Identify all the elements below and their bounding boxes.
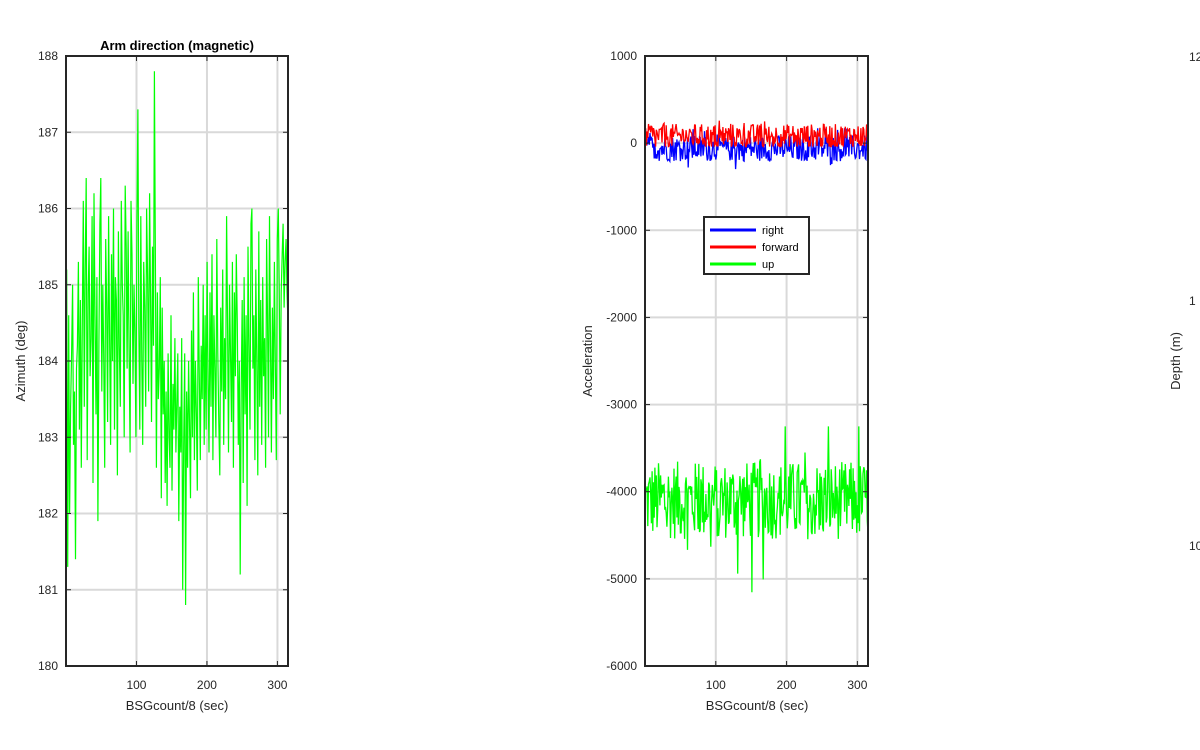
azimuth-chart-title: Arm direction (magnetic) (100, 38, 254, 53)
azimuth-chart-ylabel: Azimuth (deg) (13, 321, 28, 402)
depth-ytick-fragment-mid: 1 (1189, 294, 1196, 308)
acceleration-ytick-label: -5000 (606, 572, 637, 586)
azimuth-ytick-label: 180 (38, 659, 58, 673)
azimuth-chart-grid (66, 56, 288, 666)
legend-label-right: right (762, 225, 783, 237)
acceleration-series-up (645, 426, 869, 593)
azimuth-chart-xlabel: BSGcount/8 (sec) (126, 698, 229, 713)
acceleration-chart: 100 200 300 -6000 -5000 -4000 -3000 -2000 -1000 0… (580, 49, 869, 713)
azimuth-chart-series (66, 71, 289, 606)
acceleration-ytick-label: -6000 (606, 659, 637, 673)
azimuth-ytick-label: 186 (38, 202, 58, 216)
acceleration-chart-xlabel: BSGcount/8 (sec) (706, 698, 809, 713)
azimuth-ytick-label: 188 (38, 49, 58, 63)
acceleration-chart-ylabel: Acceleration (580, 325, 595, 397)
azimuth-chart-ticks: 100 200 300 180 181 182 183 184 185 186 187 188 (38, 49, 288, 692)
acceleration-ytick-label: -4000 (606, 485, 637, 499)
azimuth-ytick-label: 183 (38, 430, 58, 444)
depth-chart-ylabel: Depth (m) (1168, 332, 1183, 390)
acceleration-series-forward (645, 120, 869, 148)
azimuth-xtick-label: 200 (197, 678, 217, 692)
azimuth-ytick-label: 187 (38, 125, 58, 139)
acceleration-chart-series (645, 120, 869, 593)
azimuth-xtick-label: 100 (126, 678, 146, 692)
azimuth-ytick-label: 181 (38, 583, 58, 597)
legend-label-forward: forward (762, 242, 799, 254)
depth-ytick-fragment-bottom: 10 (1189, 539, 1200, 553)
azimuth-ytick-label: 182 (38, 507, 58, 521)
acceleration-ytick-label: -3000 (606, 398, 637, 412)
acceleration-xtick-label: 100 (706, 678, 726, 692)
acceleration-chart-frame (644, 55, 869, 667)
acceleration-ytick-label: -2000 (606, 310, 637, 324)
acceleration-chart-ticks: 100 200 300 -6000 -5000 -4000 -3000 -2000 -1000 0… (606, 49, 868, 692)
acceleration-series-right (645, 128, 869, 170)
legend-label-up: up (762, 259, 774, 271)
acceleration-ytick-label: 1000 (610, 49, 637, 63)
azimuth-xtick-label: 300 (267, 678, 287, 692)
acceleration-ytick-label: -1000 (606, 223, 637, 237)
depth-ytick-fragment-top: 12 (1189, 50, 1200, 64)
acceleration-ytick-label: 0 (630, 136, 637, 150)
azimuth-chart: Arm direction (magnetic) 100 200 300 180 181… (13, 38, 289, 713)
acceleration-legend: right forward up (703, 216, 810, 275)
acceleration-xtick-label: 200 (777, 678, 797, 692)
azimuth-series-line (66, 71, 289, 606)
azimuth-ytick-label: 184 (38, 354, 58, 368)
acceleration-xtick-label: 300 (847, 678, 867, 692)
azimuth-ytick-label: 185 (38, 278, 58, 292)
depth-chart-partial: 12 1 10 Depth (m) (1168, 50, 1200, 553)
